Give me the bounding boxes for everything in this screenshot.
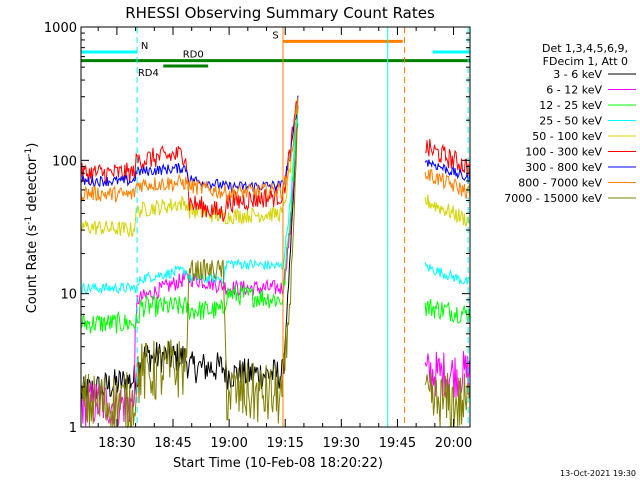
vertical-markers: [136, 27, 469, 427]
series-line: [80, 100, 471, 295]
y-tick-label: 10: [60, 288, 77, 303]
series-line: [80, 106, 471, 334]
legend-entry: 800 - 7000 keV: [518, 177, 602, 190]
y-tick-label: 1000: [44, 21, 77, 36]
legend-header: Det 1,3,4,5,6,9,: [542, 42, 628, 55]
flag-bars: N S RD0 RD4: [81, 30, 470, 79]
series-line: [80, 106, 299, 403]
legend-entry: 100 - 300 keV: [525, 146, 602, 159]
x-tick-label: 19:15: [266, 436, 303, 451]
chart-title: RHESSI Observing Summary Count Rates: [125, 4, 435, 22]
flag-bar-label: S: [272, 30, 278, 41]
flag-bar-label: N: [141, 41, 148, 52]
legend-entry: 12 - 25 keV: [539, 99, 602, 112]
x-tick-label: 18:45: [154, 436, 191, 451]
x-tick-label: 19:30: [323, 436, 360, 451]
y-tick-label: 100: [52, 154, 77, 169]
series-line: [80, 97, 471, 203]
legend-entry: 300 - 800 keV: [525, 161, 602, 174]
flag-bar-label: RD0: [183, 50, 204, 61]
y-axis-ticks: 1 10 100 1000: [44, 21, 470, 436]
legend-entry: 3 - 6 keV: [553, 68, 602, 81]
x-tick-label: 19:45: [379, 436, 416, 451]
x-tick-label: 18:30: [98, 436, 135, 451]
y-tick-label: 1: [69, 421, 77, 436]
flag-bar-label: RD4: [138, 68, 159, 79]
legend-entry: 25 - 50 keV: [539, 115, 602, 128]
series-lines: [80, 95, 471, 429]
series-line: [80, 95, 471, 239]
legend-entry: 7000 - 15000 keV: [504, 192, 602, 205]
legend-entry: 50 - 100 keV: [532, 130, 602, 143]
x-axis-ticks: 18:30 18:45 19:00 19:15 19:30 19:45 20:00: [97, 27, 472, 451]
legend-entry: 6 - 12 keV: [546, 84, 602, 97]
x-axis-label: Start Time (10-Feb-08 18:20:22): [173, 456, 383, 471]
series-line: [80, 95, 471, 194]
plot-frame: [80, 26, 471, 428]
series-line: [80, 123, 471, 429]
y-axis-label: Count Rate (s-1 detector-1): [24, 143, 40, 314]
legend-header: FDecim 1, Att 0: [543, 55, 628, 68]
x-tick-label: 20:00: [435, 436, 472, 451]
footer-date: 13-Oct-2021 19:30: [560, 469, 636, 478]
series-line: [80, 101, 471, 222]
legend: Det 1,3,4,5,6,9,FDecim 1, Att 03 - 6 keV…: [504, 42, 636, 205]
x-tick-label: 19:00: [210, 436, 247, 451]
